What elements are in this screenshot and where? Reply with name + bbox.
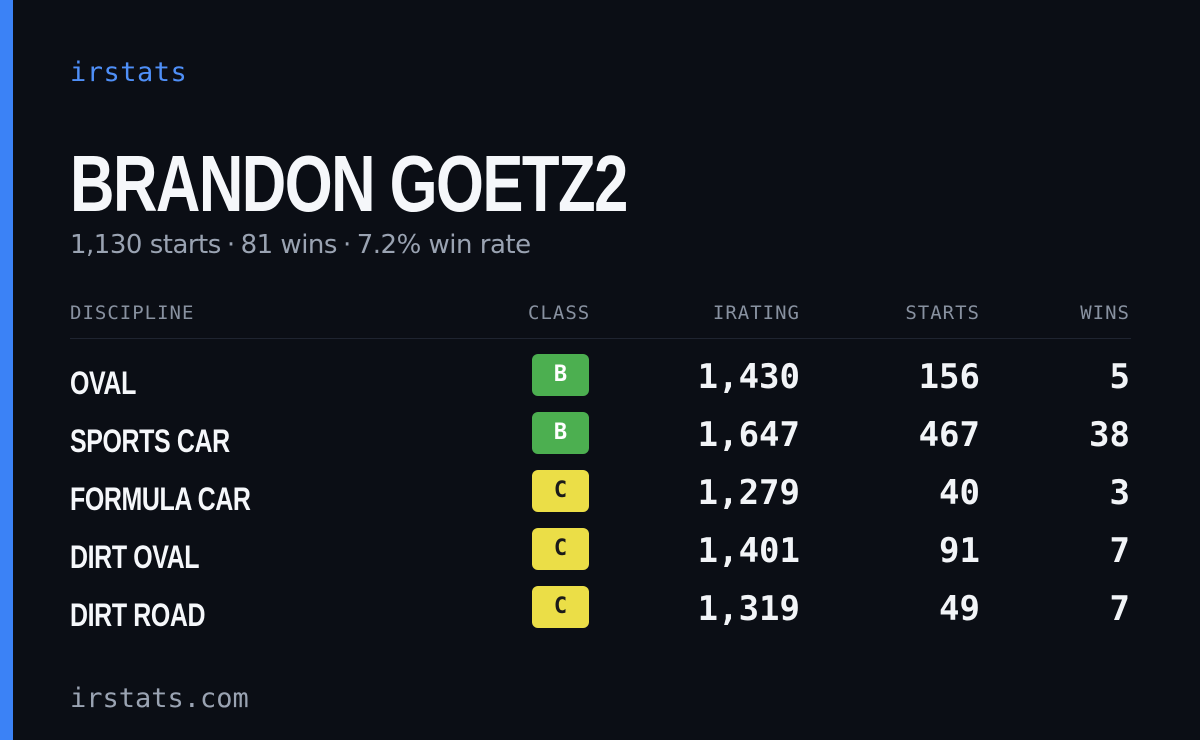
driver-name: BRANDON GOETZ2 xyxy=(70,139,628,228)
table-row: SPORTS CAR B 1,647 467 38 xyxy=(70,412,1131,470)
accent-bar xyxy=(0,0,13,740)
irating-value: 1,279 xyxy=(697,473,800,513)
header-discipline: DISCIPLINE xyxy=(70,302,195,324)
wins-value: 38 xyxy=(1089,415,1130,455)
discipline-name: SPORTS CAR xyxy=(70,423,230,459)
table-row: OVAL B 1,430 156 5 xyxy=(70,354,1131,412)
summary-wins: 81 wins xyxy=(240,230,338,260)
wins-value: 5 xyxy=(1109,357,1130,397)
license-class-badge: C xyxy=(532,470,589,512)
discipline-name: OVAL xyxy=(70,365,136,401)
table-row: FORMULA CAR C 1,279 40 3 xyxy=(70,470,1131,528)
driver-summary: 1,130 starts · 81 wins · 7.2% win rate xyxy=(70,228,531,262)
header-wins: WINS xyxy=(1080,302,1130,324)
irating-value: 1,319 xyxy=(697,589,800,629)
starts-value: 49 xyxy=(939,589,980,629)
discipline-name: FORMULA CAR xyxy=(70,481,251,517)
wins-value: 7 xyxy=(1109,531,1130,571)
table-row: DIRT OVAL C 1,401 91 7 xyxy=(70,528,1131,586)
header-starts: STARTS xyxy=(905,302,980,324)
starts-value: 40 xyxy=(939,473,980,513)
summary-separator: · xyxy=(342,230,351,260)
footer-domain: irstats.com xyxy=(70,683,249,714)
table-header: DISCIPLINE CLASS IRATING STARTS WINS xyxy=(70,300,1131,339)
table-row: DIRT ROAD C 1,319 49 7 xyxy=(70,586,1131,644)
summary-win-rate: 7.2% win rate xyxy=(356,230,531,260)
discipline-name: DIRT ROAD xyxy=(70,597,206,633)
irating-value: 1,430 xyxy=(697,357,800,397)
irating-value: 1,401 xyxy=(697,531,800,571)
brand-logo: irstats xyxy=(70,57,188,88)
summary-starts: 1,130 starts xyxy=(70,230,221,260)
wins-value: 7 xyxy=(1109,589,1130,629)
license-class-badge: C xyxy=(532,586,589,628)
license-class-badge: B xyxy=(532,354,589,396)
summary-separator: · xyxy=(226,230,235,260)
license-class-badge: C xyxy=(532,528,589,570)
discipline-name: DIRT OVAL xyxy=(70,539,200,575)
wins-value: 3 xyxy=(1109,473,1130,513)
irating-value: 1,647 xyxy=(697,415,800,455)
starts-value: 467 xyxy=(918,415,980,455)
header-class: CLASS xyxy=(528,302,591,324)
header-irating: IRATING xyxy=(712,302,800,324)
starts-value: 156 xyxy=(918,357,980,397)
license-class-badge: B xyxy=(532,412,589,454)
starts-value: 91 xyxy=(939,531,980,571)
